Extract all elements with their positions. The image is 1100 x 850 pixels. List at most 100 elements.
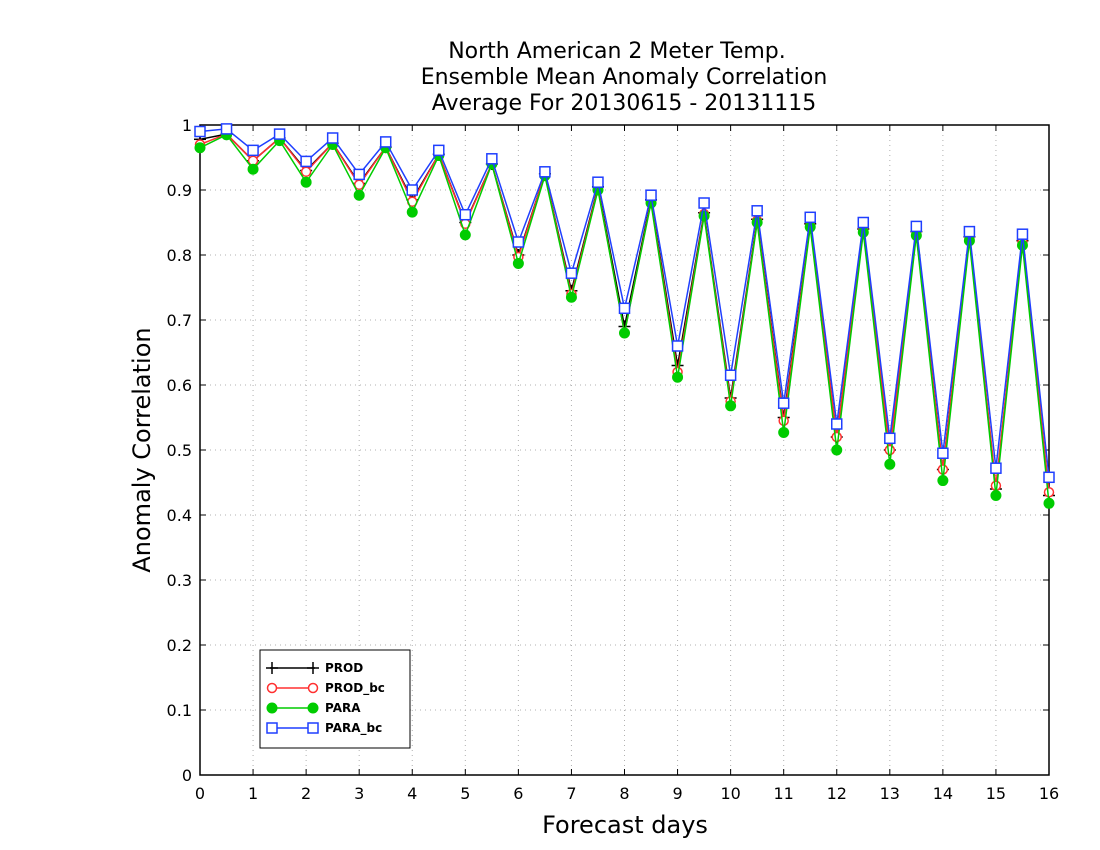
- data-point-para: [406, 206, 418, 218]
- data-point-para: [672, 371, 684, 383]
- data-point-para: [619, 327, 630, 339]
- y-tick-label: 0.5: [167, 441, 192, 460]
- legend-marker-para: [307, 702, 319, 714]
- legend-label-prod: PROD: [325, 661, 363, 675]
- data-point-para-bc: [539, 166, 551, 178]
- data-point-para-bc: [1043, 471, 1055, 484]
- data-point-para: [725, 400, 737, 412]
- y-tick-label: 0.4: [167, 506, 192, 525]
- data-point-para: [300, 176, 312, 188]
- data-point-para-bc: [698, 197, 710, 209]
- data-point-para-bc: [777, 397, 790, 409]
- data-point-para-bc: [194, 125, 206, 138]
- data-point-para-bc: [220, 123, 233, 135]
- data-point-para-bc: [937, 447, 949, 459]
- data-point-prod-bc: [884, 444, 896, 456]
- y-tick-label: 0.1: [167, 701, 192, 720]
- legend-item-para: PARA: [266, 701, 361, 715]
- legend-marker-para-bc: [307, 722, 319, 734]
- y-tick-label: 0.9: [167, 181, 192, 200]
- x-axis-title: Forecast days: [542, 811, 708, 839]
- legend-marker-prod-bc: [266, 682, 278, 694]
- data-point-para-bc: [671, 340, 684, 352]
- data-point-prod-bc: [831, 431, 842, 443]
- y-tick-label: 0.2: [167, 636, 192, 655]
- data-point-para: [751, 217, 763, 228]
- data-point-prod-bc: [1043, 487, 1055, 498]
- data-point-para: [937, 475, 949, 487]
- x-tick-label: 13: [880, 784, 900, 803]
- data-point-para-bc: [857, 216, 870, 229]
- x-tick-label: 0: [195, 784, 205, 803]
- data-point-para-bc: [326, 132, 339, 144]
- x-tick-label: 4: [407, 784, 417, 803]
- y-tick-label: 0.8: [167, 246, 192, 265]
- data-point-para: [778, 426, 790, 438]
- x-tick-label: 9: [672, 784, 682, 803]
- legend-label-para: PARA: [325, 701, 361, 715]
- data-point-para-bc: [751, 205, 763, 217]
- x-tick-label: 14: [933, 784, 953, 803]
- data-point-para: [459, 229, 471, 241]
- y-tick-label: 0: [182, 766, 192, 785]
- data-point-para-bc: [592, 176, 604, 188]
- data-point-para-bc: [565, 267, 578, 279]
- legend-marker-prod-bc: [307, 682, 319, 694]
- data-point-para: [1043, 497, 1055, 509]
- series-line-prod: [199, 133, 1050, 496]
- data-point-para-bc: [459, 208, 472, 221]
- x-tick-label: 10: [720, 784, 740, 803]
- x-tick-label: 5: [460, 784, 470, 803]
- x-tick-label: 1: [248, 784, 258, 803]
- data-point-prod-bc: [778, 415, 789, 426]
- data-point-para-bc: [618, 302, 631, 315]
- legend-marker-para-bc: [266, 722, 278, 734]
- legend-marker-prod: [266, 662, 278, 674]
- x-tick-label: 3: [354, 784, 364, 803]
- data-point-para: [804, 221, 816, 233]
- data-point-prod-bc: [300, 166, 312, 178]
- x-tick-label: 16: [1039, 784, 1059, 803]
- legend: PROD PROD_bc PARA PARA_bc: [259, 649, 411, 749]
- x-tick-label: 8: [619, 784, 629, 803]
- chart-title-line-3: Average For 20130615 - 20131115: [432, 91, 817, 116]
- legend-box: [259, 649, 411, 749]
- data-point-para-bc: [884, 432, 896, 445]
- data-point-para-bc: [273, 128, 286, 140]
- data-point-para-bc: [379, 136, 392, 148]
- legend-label-prod-bc: PROD_bc: [325, 681, 385, 696]
- data-point-para: [565, 291, 577, 303]
- data-point-para: [884, 458, 896, 470]
- y-tick-label: 0.7: [167, 311, 192, 330]
- legend-marker-prod: [307, 662, 319, 674]
- series-para-bc: [194, 123, 1055, 484]
- y-axis-title: Anomaly Correlation: [128, 327, 156, 572]
- data-point-para-bc: [990, 462, 1002, 474]
- data-point-para-bc: [910, 220, 923, 233]
- series-para: [194, 129, 1055, 509]
- x-tick-label: 2: [301, 784, 311, 803]
- legend-label-para-bc: PARA_bc: [325, 721, 382, 736]
- data-point-para: [1016, 239, 1028, 251]
- data-point-para-bc: [645, 189, 657, 201]
- data-point-para-bc: [247, 144, 259, 157]
- data-point-para-bc: [963, 225, 976, 238]
- data-point-para: [831, 444, 843, 456]
- data-point-para-bc: [486, 153, 498, 165]
- data-point-para-bc: [512, 236, 525, 248]
- data-point-para-bc: [831, 418, 843, 430]
- data-point-para-bc: [804, 211, 816, 224]
- x-tick-label: 11: [774, 784, 794, 803]
- chart-title-line-2: Ensemble Mean Anomaly Correlation: [421, 65, 828, 90]
- x-tick-label: 7: [566, 784, 576, 803]
- data-point-para-bc: [1016, 228, 1029, 240]
- legend-item-prod-bc: PROD_bc: [266, 681, 385, 696]
- x-tick-label: 15: [986, 784, 1006, 803]
- data-point-para: [857, 226, 869, 238]
- x-tick-label: 6: [513, 784, 523, 803]
- data-point-para-bc: [353, 168, 365, 181]
- legend-marker-para: [266, 702, 278, 714]
- legend-item-para-bc: PARA_bc: [266, 721, 382, 736]
- chart-title-line-1: North American 2 Meter Temp.: [448, 39, 786, 64]
